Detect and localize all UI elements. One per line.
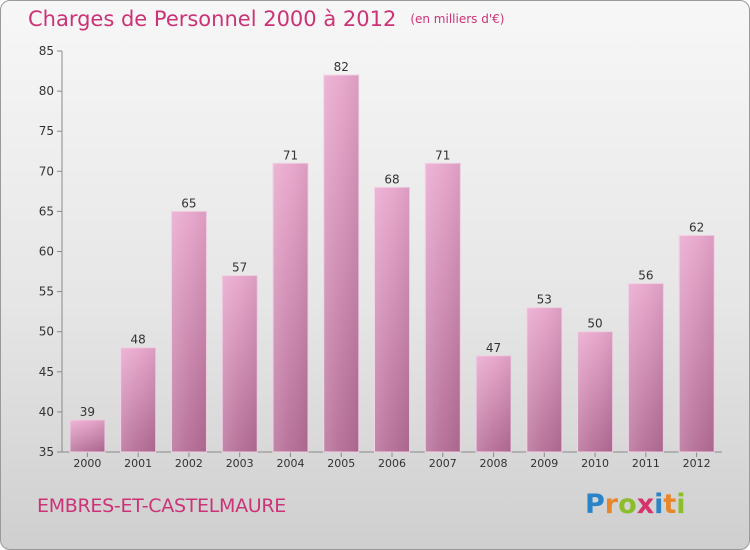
x-tick-label: 2000: [73, 457, 101, 470]
chart-title: Charges de Personnel 2000 à 2012 (en mill…: [28, 7, 504, 31]
bar-value-label: 53: [537, 293, 552, 307]
y-tick-label: 60: [39, 245, 54, 259]
bar-value-label: 71: [283, 148, 298, 162]
bar-shine: [526, 307, 562, 452]
x-tick-label: 2009: [530, 457, 558, 470]
x-tick-label: 2003: [226, 457, 254, 470]
data-labels: 39 48 65 57 71 82 68 71 47 53 50 56 62: [80, 60, 705, 419]
bar-shine: [425, 163, 461, 452]
y-tick-label: 85: [39, 44, 54, 58]
y-tick-label: 75: [39, 124, 54, 138]
y-tick-label: 65: [39, 204, 54, 218]
y-tick-label: 55: [39, 285, 54, 299]
x-tick-label: 2010: [581, 457, 609, 470]
bar-value-label: 62: [689, 220, 704, 234]
chart-title-text: Charges de Personnel 2000 à 2012: [28, 7, 397, 31]
y-tick-label: 40: [39, 405, 54, 419]
bar-shine: [222, 275, 258, 452]
y-tick-label: 35: [39, 445, 54, 459]
bar-value-label: 56: [638, 269, 653, 283]
chart-subtitle: (en milliers d'€): [410, 12, 505, 26]
y-tick-label: 50: [39, 325, 54, 339]
bar-value-label: 68: [384, 172, 399, 186]
bar-value-label: 50: [587, 317, 602, 331]
bar-value-label: 82: [334, 60, 349, 74]
y-tick-label: 80: [39, 84, 54, 98]
bar-value-label: 39: [80, 405, 95, 419]
axes: 35 40 45 50 55 60 65 70 75 80 85 2000 2001 2002 2003 20…: [39, 44, 722, 470]
x-tick-label: 2005: [327, 457, 355, 470]
x-tick-label: 2001: [124, 457, 152, 470]
x-tick-label: 2008: [480, 457, 508, 470]
commune-name: EMBRES-ET-CASTELMAURE: [37, 495, 287, 517]
bar-value-label: 47: [486, 341, 501, 355]
bar-shine: [120, 347, 156, 452]
x-tick-label: 2004: [276, 457, 304, 470]
bar-value-label: 65: [181, 196, 196, 210]
x-tick-label: 2006: [378, 457, 406, 470]
bars: [69, 74, 715, 453]
y-tick-label: 45: [39, 365, 54, 379]
x-tick-label: 2002: [175, 457, 203, 470]
bar-value-label: 48: [131, 333, 146, 347]
x-tick-label: 2012: [683, 457, 711, 470]
bar-value-label: 57: [232, 261, 247, 275]
y-tick-label: 70: [39, 164, 54, 178]
x-tick-label: 2011: [632, 457, 660, 470]
proxiti-logo: Proxiti: [585, 489, 686, 520]
bar-shine: [476, 355, 512, 452]
bar-shine: [374, 187, 410, 452]
bar-shine: [577, 331, 613, 452]
bar-shine: [628, 283, 664, 452]
x-tick-label: 2007: [429, 457, 457, 470]
bar-shine: [323, 75, 359, 452]
bar-shine: [171, 211, 207, 452]
bar-shine: [69, 419, 105, 452]
bar-shine: [272, 163, 308, 452]
bar-value-label: 71: [435, 148, 450, 162]
bar-shine: [679, 235, 715, 452]
